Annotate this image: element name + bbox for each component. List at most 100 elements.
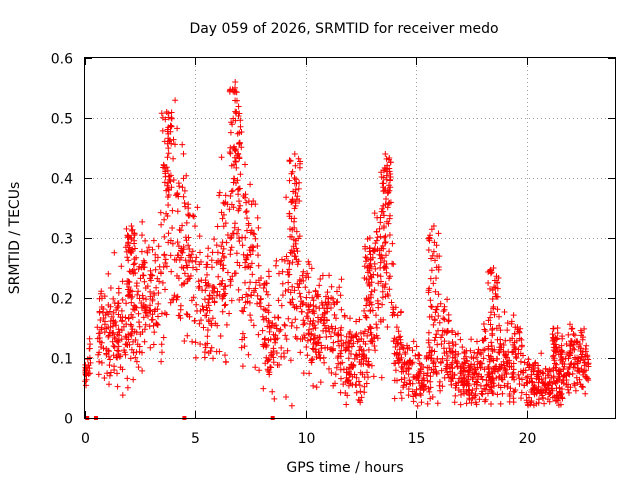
data-point	[393, 340, 400, 347]
data-point	[425, 329, 432, 336]
data-point	[327, 346, 334, 353]
data-point	[489, 330, 496, 337]
data-point	[565, 386, 571, 393]
data-point	[426, 364, 433, 371]
data-point	[272, 339, 279, 346]
data-point	[426, 344, 433, 351]
data-point	[165, 173, 172, 180]
data-point	[363, 302, 370, 309]
data-point	[334, 288, 340, 295]
data-point	[158, 221, 165, 228]
data-point	[133, 358, 140, 365]
data-point	[167, 252, 174, 259]
data-point	[575, 367, 582, 374]
data-point	[494, 355, 501, 362]
data-point	[273, 257, 280, 264]
data-point	[125, 292, 131, 299]
data-point	[332, 380, 338, 387]
data-point	[228, 162, 235, 169]
data-point	[199, 303, 206, 310]
data-point	[322, 309, 329, 316]
data-point	[345, 338, 352, 345]
data-point	[240, 308, 247, 315]
data-point	[437, 387, 444, 394]
data-point	[213, 242, 220, 249]
data-point	[174, 239, 181, 246]
data-point	[363, 258, 369, 265]
data-point	[316, 334, 323, 341]
data-point	[337, 360, 344, 367]
data-point	[196, 233, 203, 240]
data-point	[500, 342, 507, 348]
data-point	[385, 182, 392, 189]
data-point	[160, 334, 167, 341]
data-point	[182, 234, 189, 241]
data-point	[136, 319, 142, 326]
data-point	[283, 194, 290, 201]
data-point	[368, 301, 375, 308]
data-point	[139, 232, 145, 239]
data-point	[378, 208, 385, 215]
data-point	[326, 328, 333, 335]
data-point	[292, 253, 299, 260]
data-point	[222, 301, 229, 308]
data-point	[114, 370, 120, 377]
data-point	[554, 378, 561, 385]
data-point	[120, 323, 127, 330]
data-point	[452, 380, 459, 387]
data-point	[119, 392, 126, 399]
data-point	[323, 301, 330, 308]
data-point	[172, 141, 178, 148]
data-point	[208, 257, 215, 264]
data-point	[183, 262, 190, 269]
data-point	[236, 141, 243, 147]
data-point	[333, 315, 339, 322]
data-point	[502, 337, 509, 344]
data-point	[468, 399, 475, 406]
data-point	[546, 366, 553, 373]
data-point	[302, 284, 309, 291]
data-point	[293, 256, 300, 263]
data-point	[165, 202, 172, 208]
data-point	[192, 354, 199, 361]
data-point	[362, 243, 368, 250]
data-point	[395, 328, 402, 335]
data-point	[110, 343, 117, 349]
data-point	[306, 326, 313, 333]
data-point	[518, 343, 525, 350]
data-point	[426, 285, 433, 292]
data-point	[375, 300, 382, 307]
data-point	[566, 351, 573, 358]
data-point	[220, 245, 227, 252]
data-point	[287, 299, 294, 306]
data-point	[254, 300, 261, 307]
data-point	[287, 357, 294, 364]
data-point	[292, 190, 299, 196]
data-point	[357, 388, 364, 395]
data-point	[229, 121, 236, 128]
data-point	[204, 271, 210, 278]
data-point	[281, 321, 288, 328]
data-point	[495, 374, 502, 381]
data-point	[402, 349, 409, 356]
data-point	[178, 282, 185, 288]
data-point	[538, 376, 545, 383]
data-point	[369, 307, 376, 314]
data-point	[289, 319, 296, 326]
data-point	[279, 280, 286, 287]
data-point	[96, 349, 103, 356]
data-point	[199, 287, 206, 294]
data-point	[183, 237, 190, 244]
data-point	[260, 285, 267, 291]
data-point	[491, 346, 498, 353]
data-point	[374, 214, 381, 221]
data-point	[99, 309, 106, 316]
data-point	[406, 344, 413, 351]
data-point	[200, 306, 207, 313]
data-point	[195, 278, 202, 285]
data-point	[296, 198, 303, 204]
data-point	[259, 313, 266, 320]
data-point	[227, 129, 234, 136]
data-point	[105, 324, 112, 331]
data-point	[385, 189, 392, 196]
